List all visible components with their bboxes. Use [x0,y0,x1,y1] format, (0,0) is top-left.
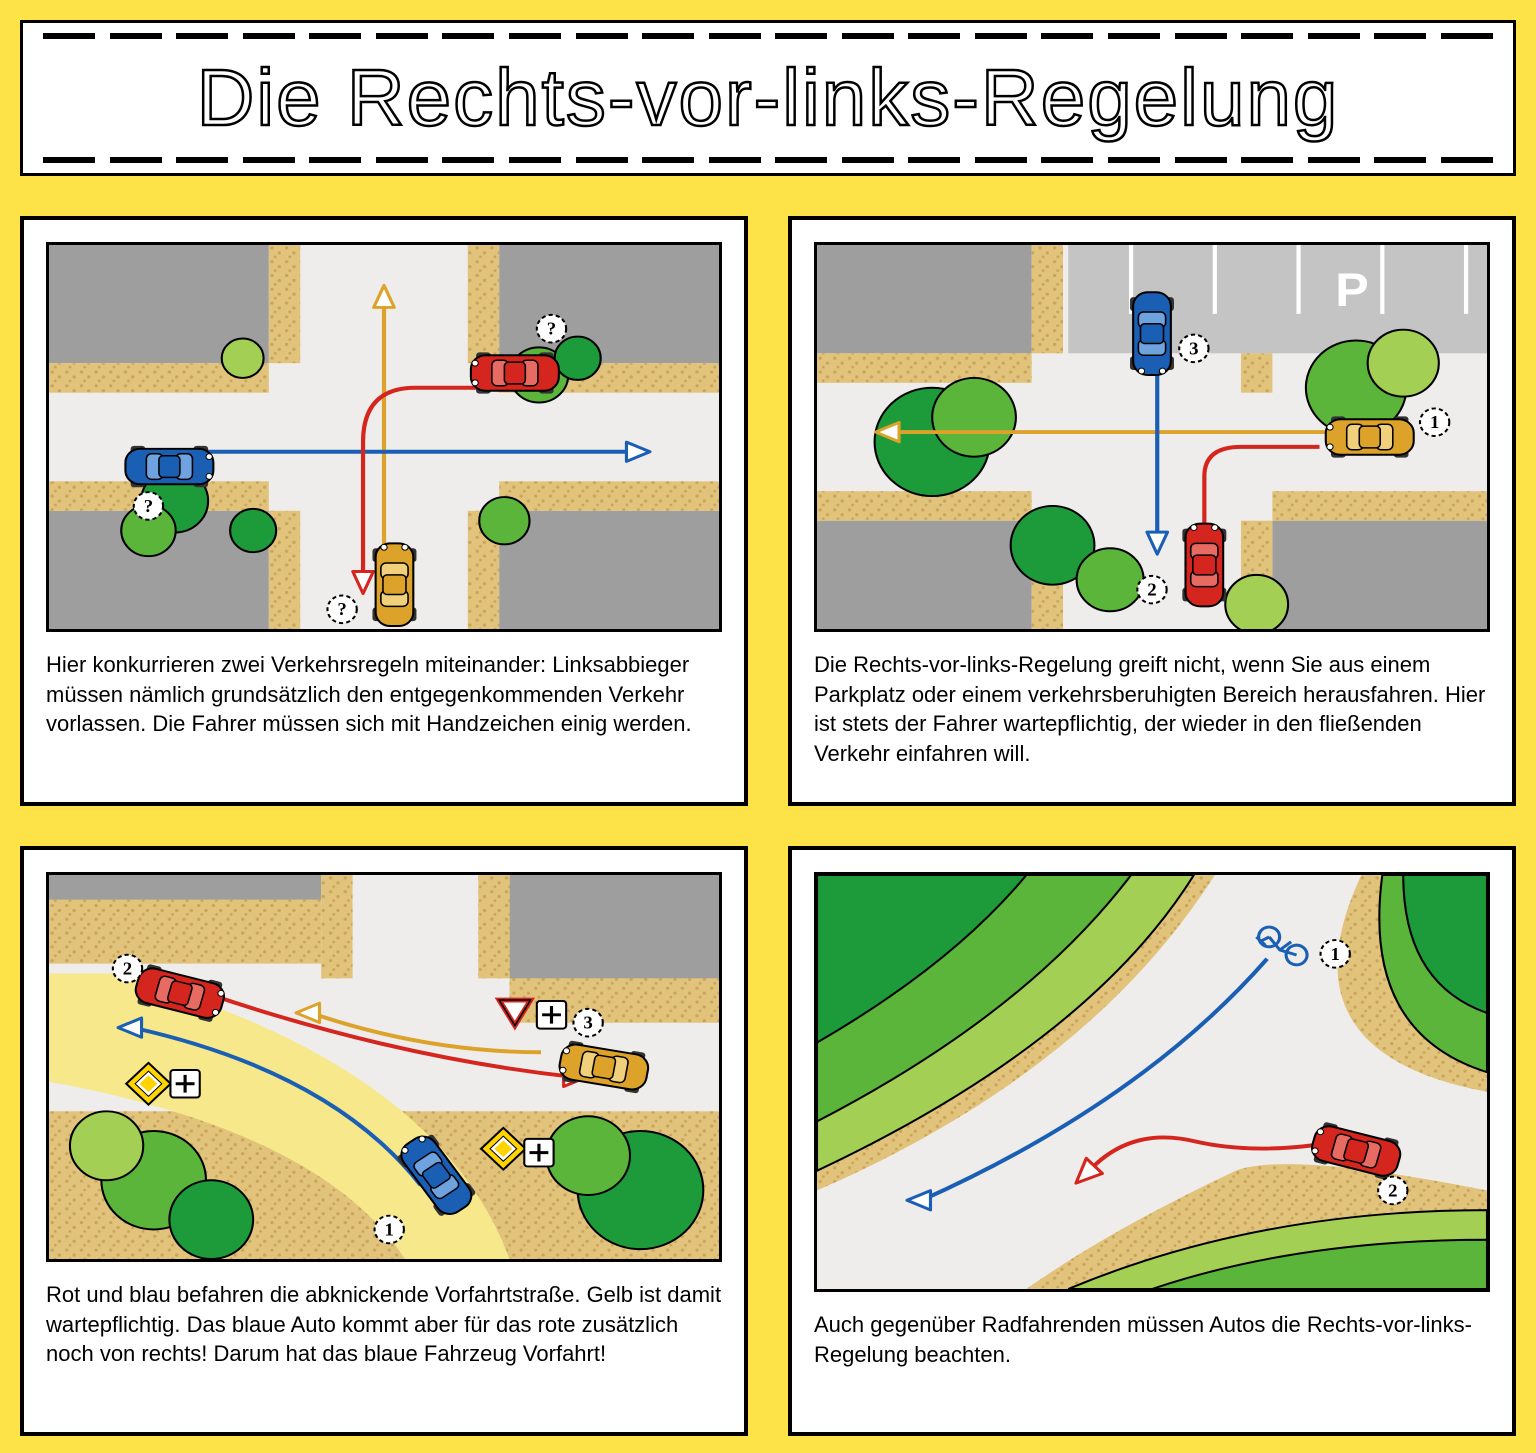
decorative-dashes-bottom [43,157,1493,163]
panel-3: 2 3 1 Rot und blau befahren die abknickende… [20,846,748,1436]
decorative-dashes-top [43,33,1493,39]
page-title: Die Rechts-vor-links-Regelung [197,52,1340,144]
panel-2: P 3 1 2 Die Rechts-vor-links-Regelung greift… [788,216,1516,806]
svg-text:2: 2 [123,959,132,978]
svg-text:?: ? [337,600,346,619]
scene-4: 12 [814,872,1490,1292]
svg-text:1: 1 [1330,944,1339,963]
svg-text:1: 1 [1430,413,1439,432]
svg-text:?: ? [547,319,556,338]
svg-text:2: 2 [1388,1181,1397,1200]
svg-text:P: P [1335,264,1369,316]
scene-3: 2 3 1 [46,872,722,1262]
caption-4: Auch gegenüber Radfahrenden müssen Autos… [814,1310,1490,1369]
caption-3: Rot und blau befahren die abknickende Vo… [46,1280,722,1369]
svg-text:?: ? [144,496,153,515]
svg-text:1: 1 [385,1220,394,1239]
svg-text:3: 3 [1189,339,1198,358]
caption-1: Hier konkurrieren zwei Verkehrsregeln mi… [46,650,722,739]
caption-2: Die Rechts-vor-links-Regelung greift nic… [814,650,1490,769]
scene-1: ??? [46,242,722,632]
title-band: Die Rechts-vor-links-Regelung [20,20,1516,176]
scene-2: P 3 1 2 [814,242,1490,632]
svg-text:3: 3 [583,1013,592,1032]
panel-1: ??? Hier konkurrieren zwei Verkehrsregeln… [20,216,748,806]
panel-grid: ??? Hier konkurrieren zwei Verkehrsregeln… [20,216,1516,1436]
panel-4: 12Auch gegenüber Radfahrenden müssen Aut… [788,846,1516,1436]
svg-text:2: 2 [1147,580,1156,599]
